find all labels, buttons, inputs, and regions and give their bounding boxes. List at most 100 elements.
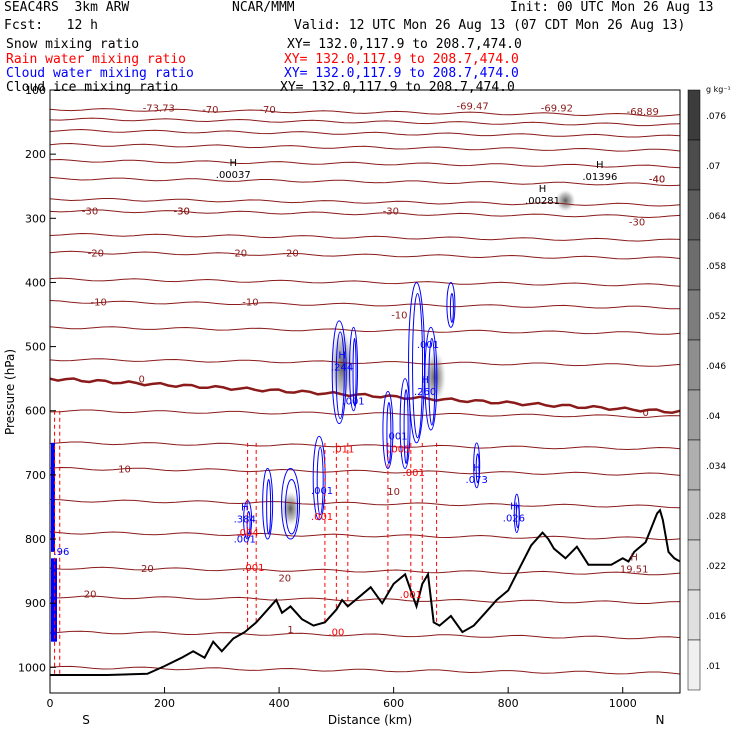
colorbar-segment-6 xyxy=(687,389,701,441)
isotherm-line-20 xyxy=(50,595,681,604)
y-tick-label-3: 700 xyxy=(25,469,46,482)
isotherm-line-0 xyxy=(49,108,681,117)
cloud-left-edge-upper xyxy=(51,442,55,552)
isotherm-label-0: -70 xyxy=(202,105,218,116)
contour-label-1: .001 xyxy=(417,340,439,351)
isotherm-line-15 xyxy=(49,441,681,451)
high-marker-0: H xyxy=(230,158,238,169)
axis-layer: 0 200 400 600 800 100010009008007006005004003… xyxy=(18,84,637,710)
cloud-contour-9 xyxy=(262,467,274,540)
cloud-contour-inner-12 xyxy=(515,504,520,529)
temperature-label-9: -20 xyxy=(88,248,104,259)
snow-blob-3 xyxy=(555,189,576,212)
isotherm-line-6 xyxy=(49,198,681,207)
colorbar-unit: g kg⁻¹ xyxy=(706,85,731,94)
zero-isotherm-line xyxy=(49,377,681,414)
colorbar-label-9: .022 xyxy=(706,562,726,572)
contour-label-3: .001 xyxy=(311,486,333,497)
isotherm-line-13 xyxy=(49,358,681,367)
isotherm-line-5 xyxy=(49,176,681,187)
contour-label-0: .001 xyxy=(342,396,364,407)
colorbar-segment-2 xyxy=(687,189,701,241)
field-snow-xy: XY= 132.0,117.9 to 208.7,474.0 xyxy=(287,37,522,52)
isotherm-line-4 xyxy=(49,158,681,169)
isotherm-label-7: -30 xyxy=(174,207,190,218)
contour-label-9: .004 xyxy=(236,528,258,539)
rain-layer xyxy=(54,410,438,676)
high-value-1: .01396 xyxy=(582,172,617,183)
isotherm-line-14 xyxy=(49,409,681,419)
high-value-0: .00037 xyxy=(216,170,251,181)
cloud-contour-1 xyxy=(349,326,359,412)
cloud-water-layer xyxy=(51,281,520,642)
high-marker-1: H xyxy=(596,160,604,171)
y-tick-label-1: 900 xyxy=(25,597,46,610)
x-tick-label-0: 0 xyxy=(47,697,54,710)
high-marker-7: H xyxy=(510,501,518,512)
field-rain-label: Rain water mixing ratio xyxy=(6,52,187,67)
high-value-5: .384 xyxy=(234,515,256,526)
cloud-contour-inner-7 xyxy=(316,446,324,516)
cloud-contour-inner-9 xyxy=(266,478,272,535)
field-cloudwater-label: Cloud water mixing ratio xyxy=(6,66,194,81)
temperature-label-1: -70 xyxy=(259,105,275,116)
y-tick-label-5: 500 xyxy=(25,341,46,354)
contour-label-7: .001 xyxy=(311,512,333,523)
contour-label-13: .96 xyxy=(54,547,70,558)
field-cloudice-xy: XY= 132.0,117.9 to 208.7,474.0 xyxy=(280,80,515,95)
y-tick-label-0: 1000 xyxy=(18,661,46,674)
colorbar-segment-10 xyxy=(687,589,701,641)
y-tick-label-7: 300 xyxy=(25,212,46,225)
y-axis-label: Pressure (hPa) xyxy=(3,349,17,435)
temperature-label-18: -40 xyxy=(649,175,665,186)
colorbar-label-0: .076 xyxy=(706,112,726,122)
cloud-contour-inner-8 xyxy=(285,478,299,535)
isotherm-label-9: -20 xyxy=(282,248,298,259)
temperature-label-19: 1 xyxy=(287,625,293,636)
isotherm-line-7 xyxy=(49,209,681,219)
isotherm-label-19: 20 xyxy=(141,564,154,575)
high-value-6: .073 xyxy=(466,475,488,486)
colorbar-segment-4 xyxy=(687,289,701,341)
cloud-contour-4 xyxy=(446,281,456,328)
colorbar: .076 .07 .064 .058 .052 .046 .04 .034 .028 .022 .0… xyxy=(687,85,731,691)
colorbar-segment-0 xyxy=(687,89,701,141)
cloud-contour-inner-4 xyxy=(449,292,454,323)
colorbar-label-2: .064 xyxy=(706,212,726,222)
y-tick-label-9: 100 xyxy=(25,84,46,97)
isotherm-line-12 xyxy=(49,326,681,335)
cloud-contour-5 xyxy=(382,391,394,469)
x-tick-label-2: 400 xyxy=(269,697,290,710)
y-tick-label-8: 200 xyxy=(25,148,46,161)
contour-label-2: .001 xyxy=(385,432,407,443)
contour-label-12: .00 xyxy=(328,627,344,638)
x-tick-label-3: 600 xyxy=(383,697,404,710)
plot-frame xyxy=(49,89,681,694)
isotherm-label-5: -40 xyxy=(649,175,665,186)
x-tick-label-5: 1000 xyxy=(609,697,637,710)
colorbar-segment-1 xyxy=(687,139,701,191)
high-marker-4: H xyxy=(421,375,429,386)
valid-time: Valid: 12 UTC Mon 26 Aug 13 (07 CDT Mon … xyxy=(294,18,686,33)
colorbar-label-7: .034 xyxy=(706,462,726,472)
x-tick-label-4: 800 xyxy=(498,697,519,710)
isotherm-line-9 xyxy=(49,250,681,260)
forecast-hour: Fcst: 12 h xyxy=(4,18,98,33)
temperature-label-7: -30 xyxy=(383,207,399,218)
colorbar-label-11: .01 xyxy=(706,662,720,672)
cloud-contour-11 xyxy=(473,442,481,489)
colorbar-segment-3 xyxy=(687,239,701,291)
temperature-label-11: -10 xyxy=(91,298,107,309)
snow-shading-layer xyxy=(280,189,576,527)
cloud-contour-inner-5 xyxy=(386,402,392,464)
contour-label-6: .005 xyxy=(388,444,410,455)
high-marker-2: H xyxy=(539,184,547,195)
temperature-label-4: -68.89 xyxy=(627,107,659,118)
cloud-contour-2 xyxy=(408,281,426,444)
isotherm-line-19 xyxy=(49,566,681,576)
cloud-contour-inner-0 xyxy=(335,331,345,420)
isotherm-label-11: -10 xyxy=(242,298,258,309)
temperature-label-5: -30 xyxy=(82,207,98,218)
